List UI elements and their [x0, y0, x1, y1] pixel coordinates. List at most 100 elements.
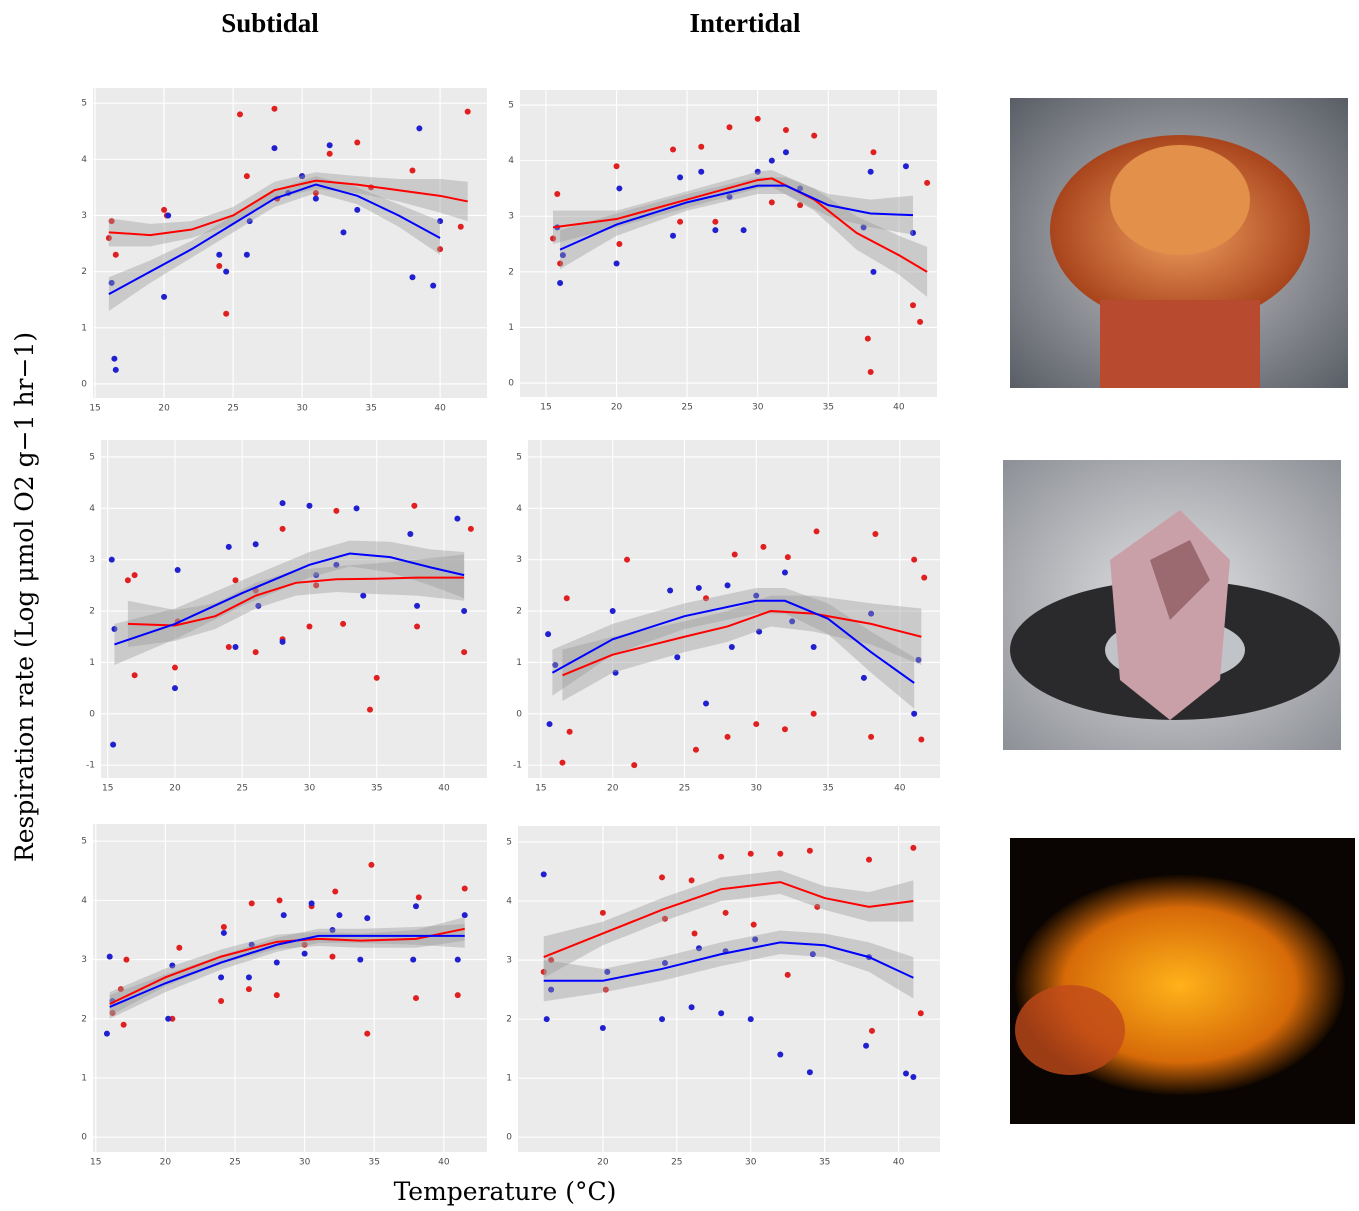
data-point [276, 897, 283, 904]
x-tick-label: 35 [365, 404, 376, 414]
data-point [781, 726, 788, 733]
y-tick-label: 5 [506, 837, 512, 847]
x-tick-label: 35 [819, 1158, 830, 1168]
data-point [176, 944, 183, 951]
data-point [108, 279, 115, 286]
data-point [368, 861, 375, 868]
x-tick-label: 15 [90, 1158, 101, 1168]
y-tick-label: 4 [506, 897, 512, 907]
data-point [724, 733, 731, 740]
data-point [604, 968, 611, 975]
data-point [797, 202, 804, 209]
y-tick-label: 5 [516, 452, 522, 462]
y-tick-label: 3 [81, 955, 87, 965]
data-point [105, 234, 112, 241]
data-point [454, 956, 461, 963]
data-point [273, 959, 280, 966]
data-point [753, 592, 760, 599]
y-tick-label: 4 [81, 155, 87, 165]
x-tick-label: 30 [751, 784, 763, 794]
data-point [218, 974, 225, 981]
data-point [563, 595, 570, 602]
data-point [364, 915, 371, 922]
x-tick-label: 40 [893, 1158, 905, 1168]
y-tick-label: 2 [508, 267, 514, 277]
photo-anemone [1010, 98, 1348, 388]
data-point [918, 736, 925, 743]
data-point [414, 623, 421, 630]
x-tick-label: 40 [894, 784, 906, 794]
panel: 15 20 25 30 35 40 -1 0 1 2 3 4 5 [86, 440, 487, 794]
data-point [454, 515, 461, 522]
data-point [279, 525, 286, 532]
y-tick-label: 5 [89, 452, 95, 462]
data-point [624, 556, 631, 563]
y-tick-label: 0 [506, 1133, 512, 1143]
data-point [760, 543, 767, 550]
data-point [667, 587, 674, 594]
data-point [171, 685, 178, 692]
y-tick-label: 0 [508, 379, 514, 389]
data-point [415, 894, 422, 901]
data-point [921, 574, 928, 581]
data-point [559, 252, 566, 259]
y-tick-label: 1 [506, 1074, 512, 1084]
x-tick-label: 20 [611, 403, 623, 413]
confidence-band [552, 587, 915, 709]
data-point [867, 168, 874, 175]
panel-background [93, 824, 487, 1152]
x-tick-label: 30 [296, 404, 308, 414]
confidence-band [553, 170, 928, 297]
data-point [161, 293, 168, 300]
data-point [306, 502, 313, 509]
panel-background [101, 440, 487, 778]
data-point [467, 525, 474, 532]
data-point [169, 1015, 176, 1022]
data-point [326, 142, 333, 149]
data-point [243, 251, 250, 258]
panel: 20 25 30 35 40 0 1 2 3 4 5 [506, 826, 940, 1168]
fit-line [127, 576, 465, 627]
y-tick-label: -1 [86, 761, 95, 771]
data-point [550, 235, 557, 242]
data-point [108, 556, 115, 563]
data-point [340, 620, 347, 627]
data-point [726, 124, 733, 131]
y-tick-label: 1 [89, 658, 95, 668]
data-point [552, 661, 559, 668]
data-point [123, 956, 130, 963]
data-point [216, 251, 223, 258]
fit-line [551, 599, 915, 684]
data-point [722, 909, 729, 916]
data-point [718, 853, 725, 860]
x-tick-label: 30 [745, 1158, 757, 1168]
data-point [280, 912, 287, 919]
y-tick-label: 5 [81, 99, 87, 109]
data-point [661, 915, 668, 922]
data-point [867, 368, 874, 375]
data-point [752, 936, 759, 943]
data-point [252, 541, 259, 548]
x-tick-label: 40 [434, 404, 446, 414]
data-point [924, 179, 931, 186]
data-point [860, 674, 867, 681]
data-point [457, 223, 464, 230]
data-point [312, 190, 319, 197]
data-point [333, 561, 340, 568]
data-point [698, 143, 705, 150]
data-point [811, 132, 818, 139]
data-point [911, 710, 918, 717]
panel: 15 20 25 30 35 40 0 1 2 3 4 5 [81, 824, 487, 1168]
data-point [461, 649, 468, 656]
x-tick-label: 20 [169, 784, 181, 794]
y-tick-label: 0 [516, 709, 522, 719]
data-point [454, 992, 461, 999]
data-point [540, 968, 547, 975]
data-point [661, 960, 668, 967]
data-point [677, 174, 684, 181]
data-point [612, 669, 619, 676]
data-point [112, 366, 119, 373]
confidence-band [114, 540, 465, 665]
data-point [740, 227, 747, 234]
